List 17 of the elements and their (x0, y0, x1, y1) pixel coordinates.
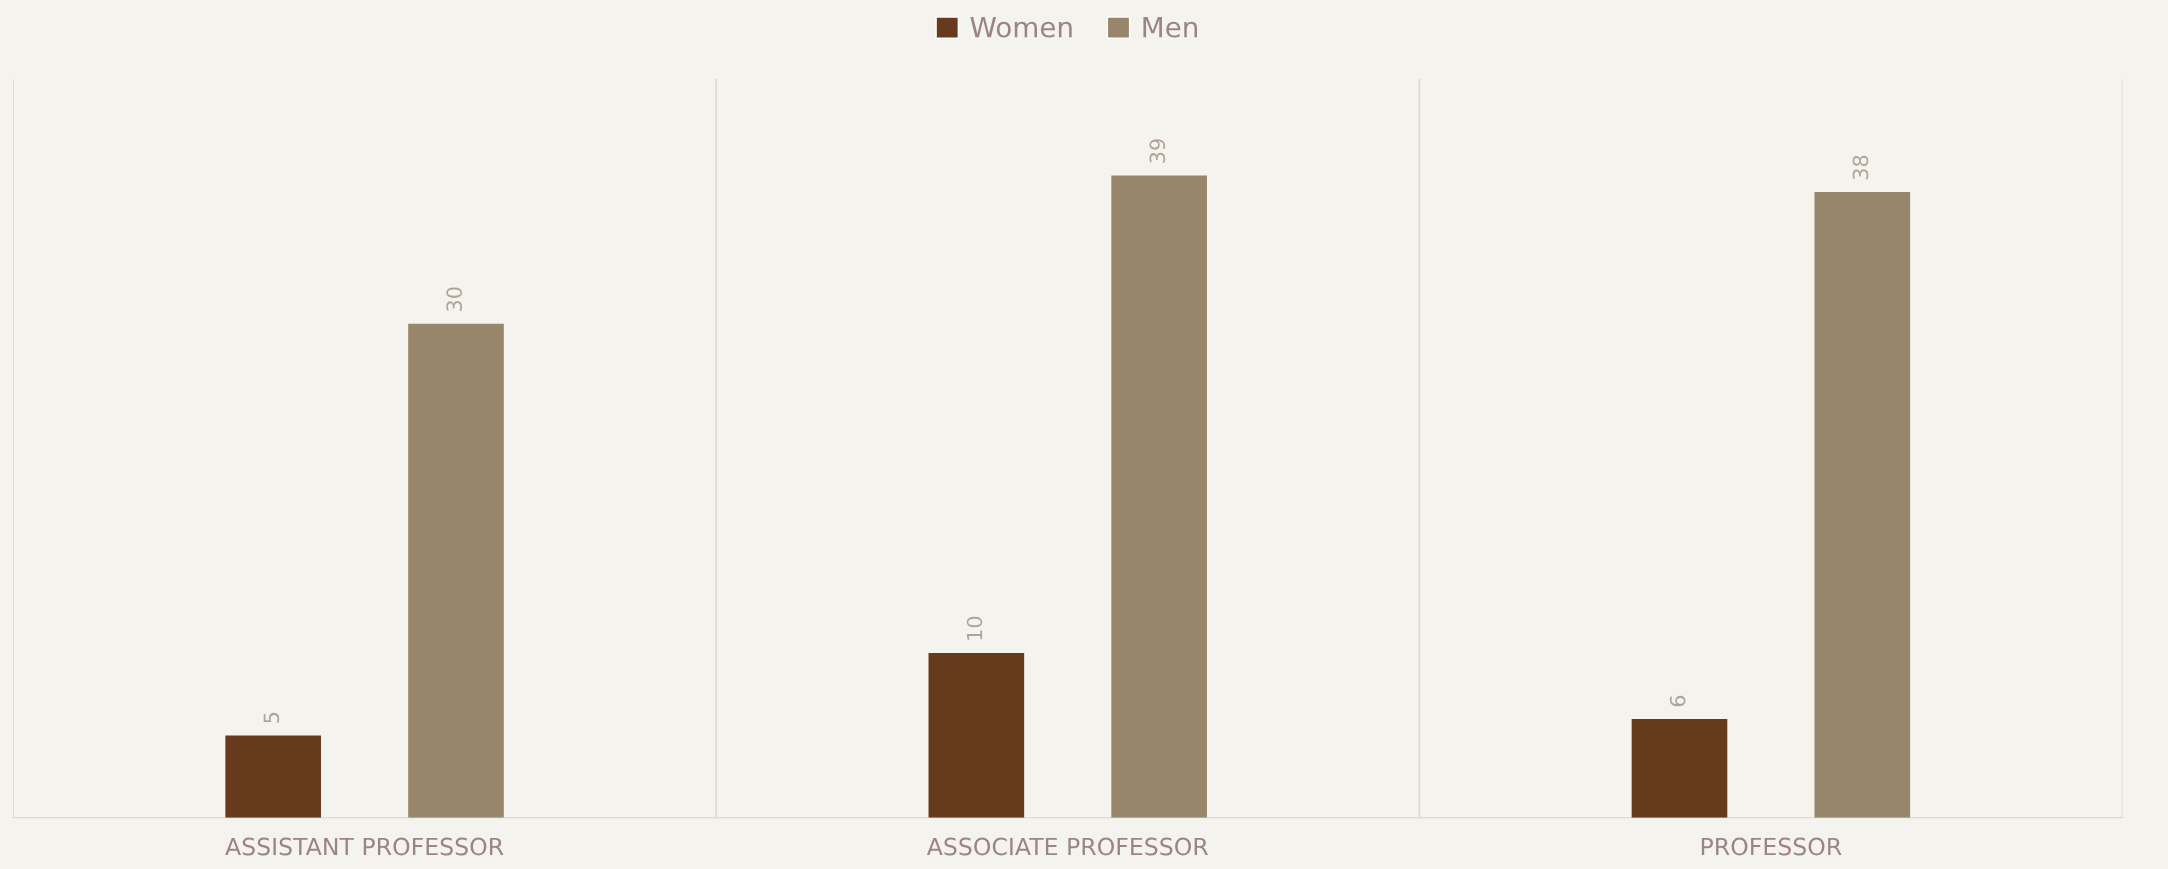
bar (1814, 191, 1911, 818)
legend-label: Women (970, 16, 1072, 38)
data-label: 10 (966, 616, 983, 640)
data-label: 5 (263, 712, 280, 723)
bar (1111, 175, 1207, 818)
bar (408, 323, 504, 818)
x-tick-label: ASSOCIATE PROFESSOR (926, 837, 1209, 856)
legend-label: Men (1143, 16, 1197, 38)
data-label: 6 (1669, 695, 1686, 707)
bar (225, 735, 321, 818)
data-label: 39 (1149, 139, 1166, 163)
x-tick-label: PROFESSOR (1701, 837, 1842, 856)
data-label: 38 (1852, 155, 1869, 180)
data-label: 30 (446, 287, 463, 311)
bar (928, 653, 1025, 818)
bar (1631, 718, 1728, 818)
x-tick-label: ASSISTANT PROFESSOR (225, 837, 504, 856)
